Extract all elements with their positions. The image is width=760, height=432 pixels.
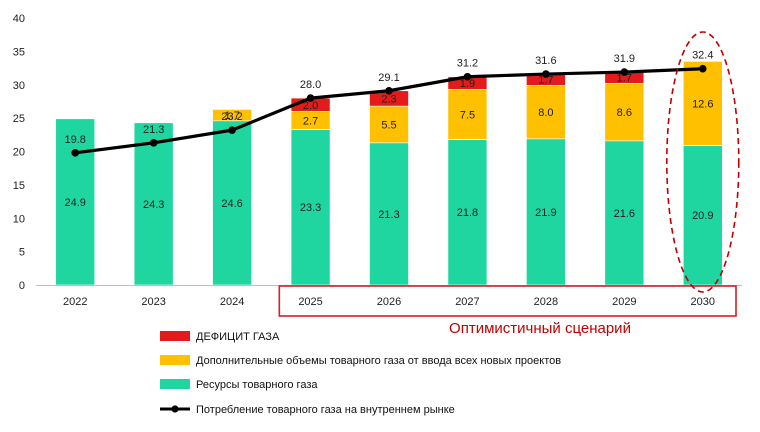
scenario-box — [278, 285, 737, 317]
consumption-point-2028 — [542, 70, 550, 78]
bar-label-additional-2029: 8.6 — [617, 107, 632, 119]
bar-label-additional-2024: 1.7 — [224, 110, 239, 122]
bar-label-resources-2022: 24.9 — [65, 197, 86, 209]
bar-resources-2028 — [526, 138, 566, 286]
bar-additional-2024 — [212, 109, 252, 122]
bar-resources-2029 — [604, 140, 645, 286]
x-tick-label-2022: 2022 — [63, 296, 87, 308]
bar-label-deficit-2027: 1.9 — [460, 78, 475, 90]
bar-label-resources-2026: 21.3 — [378, 209, 399, 221]
y-tick-label-15: 15 — [13, 180, 25, 192]
bars — [55, 61, 723, 286]
x-tick-label-2029: 2029 — [612, 296, 636, 308]
consumption-line: 19.8 21.3 23.2 28.0 29.1 31.2 31.6 31.9 32.4 — [65, 50, 713, 157]
legend-label-resources: Ресурсы товарного газа — [196, 379, 318, 391]
bar-resources-2025 — [290, 129, 331, 286]
x-tick-label-2024: 2024 — [220, 296, 244, 308]
bar-label-additional-2025: 2.7 — [303, 115, 318, 127]
bar-resources-2023 — [133, 122, 174, 286]
bar-resources-2027 — [447, 139, 488, 286]
bar-additional-2030 — [682, 61, 723, 146]
y-tick-label-40: 40 — [13, 13, 25, 25]
consumption-label-2030: 32.4 — [692, 50, 713, 62]
x-tick-label-2030: 2030 — [691, 296, 715, 308]
bar-label-deficit-2028: 1.7 — [538, 75, 553, 87]
legend-swatch-additional — [160, 355, 190, 365]
legend-swatch-deficit — [160, 331, 190, 341]
x-tick-label-2025: 2025 — [298, 296, 322, 308]
bar-label-resources-2023: 24.3 — [143, 199, 164, 211]
consumption-point-2024 — [228, 126, 236, 134]
bar-label-deficit-2025: 2.0 — [303, 100, 318, 112]
y-tick-label-20: 20 — [13, 147, 25, 159]
consumption-label-2028: 31.6 — [535, 55, 556, 67]
consumption-label-2022: 19.8 — [65, 134, 86, 146]
y-tick-label-10: 10 — [13, 213, 25, 225]
bar-label-deficit-2029: 1.7 — [617, 73, 632, 85]
legend-label-line: Потребление товарного газа на внутреннем… — [196, 404, 455, 416]
legend: ДЕФИЦИТ ГАЗА Дополнительные объемы товарн… — [160, 331, 561, 416]
bar-label-resources-2024: 24.6 — [221, 198, 242, 210]
consumption-point-2027 — [463, 72, 472, 81]
bar-label-resources-2029: 21.6 — [614, 208, 635, 220]
legend-swatch-marker — [171, 405, 179, 413]
bar-label-resources-2027: 21.8 — [457, 207, 478, 219]
y-tick-label-35: 35 — [13, 46, 25, 58]
consumption-label-2027: 31.2 — [457, 58, 478, 70]
x-axis: 2022 2023 2024 2025 2026 2027 2028 2029 2030 — [36, 285, 742, 308]
bar-label-additional-2026: 5.5 — [381, 119, 396, 131]
consumption-label-2026: 29.1 — [378, 72, 399, 84]
consumption-point-2023 — [149, 139, 158, 147]
bar-additional-2026 — [369, 105, 409, 144]
scenario-annotation: Оптимистичный сценарий — [278, 31, 740, 337]
consumption-label-2024: 23.2 — [221, 111, 242, 123]
x-tick-label-2027: 2027 — [455, 296, 479, 308]
y-tick-label-0: 0 — [19, 280, 25, 292]
consumption-point-2026 — [385, 86, 393, 95]
scenario-label: Оптимистичный сценарий — [449, 320, 631, 337]
highlight-ellipse-2030 — [665, 31, 740, 293]
bar-label-resources-2028: 21.9 — [535, 207, 556, 219]
bar-label-additional-2027: 7.5 — [460, 109, 475, 121]
bar-label-resources-2030: 20.9 — [692, 210, 713, 222]
consumption-point-2030 — [698, 64, 707, 73]
bar-resources-2022 — [55, 118, 96, 286]
consumption-point-2022 — [71, 149, 80, 157]
bar-resources-2030 — [682, 145, 723, 286]
consumption-label-2023: 21.3 — [143, 124, 164, 136]
bar-additional-2029 — [604, 83, 645, 142]
y-tick-label-5: 5 — [19, 247, 25, 259]
y-tick-label-25: 25 — [13, 113, 25, 125]
consumption-point-2025 — [306, 94, 315, 102]
bar-additional-2028 — [526, 85, 566, 140]
bar-label-deficit-2026: 2.3 — [381, 93, 396, 105]
bar-label-additional-2030: 12.6 — [692, 98, 713, 110]
legend-swatch-resources — [160, 379, 190, 389]
bar-labels: 24.9 24.3 24.6 1.7 23.3 2.7 2.0 21.3 5.5 2.3 21.8 7… — [65, 73, 714, 223]
x-tick-label-2028: 2028 — [534, 296, 558, 308]
legend-label-deficit: ДЕФИЦИТ ГАЗА — [196, 331, 280, 343]
consumption-point-2029 — [620, 68, 629, 76]
legend-label-additional: Дополнительные объемы товарного газа от … — [196, 355, 561, 367]
consumption-label-2025: 28.0 — [300, 79, 321, 91]
y-axis: 0 5 10 15 20 25 30 35 40 — [13, 13, 25, 292]
x-tick-label-2023: 2023 — [141, 296, 165, 308]
bar-label-additional-2028: 8.0 — [538, 107, 553, 119]
bar-label-resources-2025: 23.3 — [300, 202, 321, 214]
y-tick-label-30: 30 — [13, 80, 25, 92]
x-tick-label-2026: 2026 — [377, 296, 401, 308]
consumption-label-2029: 31.9 — [614, 53, 635, 65]
